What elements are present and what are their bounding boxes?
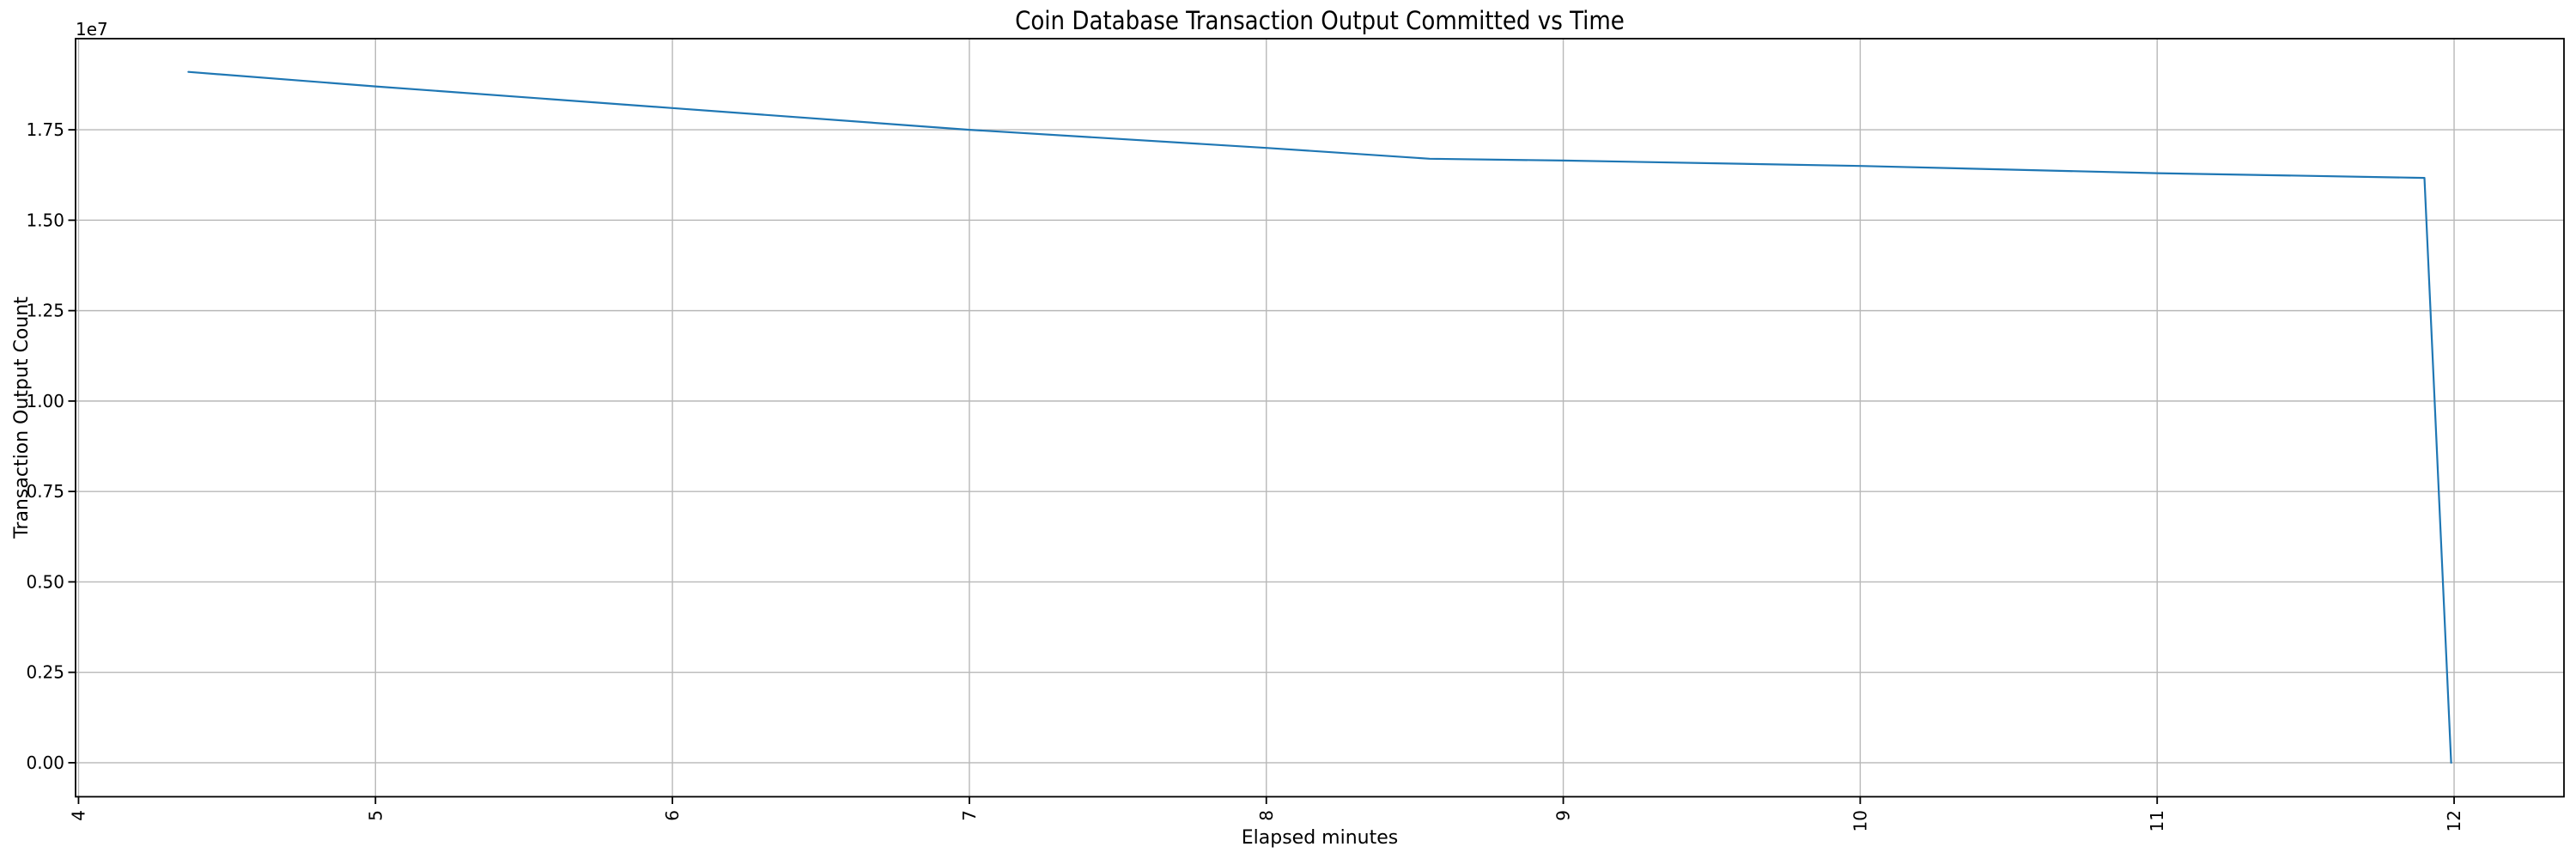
- x-tick-label: 4: [68, 810, 88, 821]
- y-tick-label: 1.25: [26, 301, 64, 321]
- x-tick-label: 8: [1256, 810, 1277, 821]
- y-tick-label: 1.00: [26, 391, 64, 411]
- y-axis-label: Transaction Output Count: [11, 296, 33, 539]
- y-axis-offset-text: 1e7: [76, 19, 108, 40]
- y-tick-labels: 0.00 0.25 0.50 0.75 1.00 1.25 1.50 1.75: [26, 119, 64, 773]
- y-tick-label: 0.25: [26, 662, 64, 683]
- x-tick-label: 5: [365, 810, 386, 821]
- y-tickmarks: [68, 129, 76, 764]
- y-tick-label: 0.50: [26, 571, 64, 592]
- x-tick-labels: 4 5 6 7 8 9 10 11 12: [68, 810, 2464, 832]
- x-tick-label: 9: [1553, 810, 1574, 821]
- x-gridlines: [77, 39, 2455, 797]
- x-tickmarks: [77, 796, 2455, 804]
- plot-spines: [75, 38, 2565, 798]
- x-axis-label: Elapsed minutes: [1242, 827, 1398, 849]
- series-transaction-output-committed: [187, 70, 2452, 765]
- y-tick-label: 1.50: [26, 210, 64, 230]
- chart-title: Coin Database Transaction Output Committ…: [1015, 6, 1625, 35]
- y-tick-label: 0.00: [26, 752, 64, 773]
- x-tick-label: 10: [1850, 810, 1870, 832]
- x-tick-label: 6: [662, 810, 683, 821]
- plot-border: [75, 38, 2565, 798]
- data-line: [187, 70, 2452, 765]
- y-tick-label: 0.75: [26, 481, 64, 502]
- x-tick-label: 7: [959, 810, 980, 821]
- x-tick-label: 12: [2444, 810, 2464, 832]
- y-gridlines: [76, 129, 2564, 764]
- y-tick-label: 1.75: [26, 119, 64, 140]
- x-tick-label: 11: [2147, 810, 2167, 832]
